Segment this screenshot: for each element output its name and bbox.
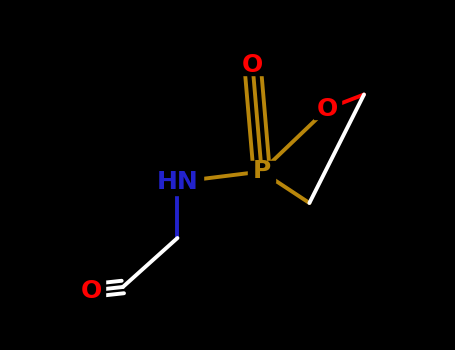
Text: HN: HN — [157, 170, 198, 194]
Text: O: O — [81, 279, 101, 302]
Text: O: O — [317, 97, 338, 120]
Bar — [314, 98, 341, 119]
Text: P: P — [253, 160, 271, 183]
Bar — [152, 169, 203, 195]
Bar — [239, 54, 266, 75]
Bar — [248, 161, 275, 182]
Text: O: O — [242, 53, 263, 77]
Bar — [77, 280, 105, 301]
